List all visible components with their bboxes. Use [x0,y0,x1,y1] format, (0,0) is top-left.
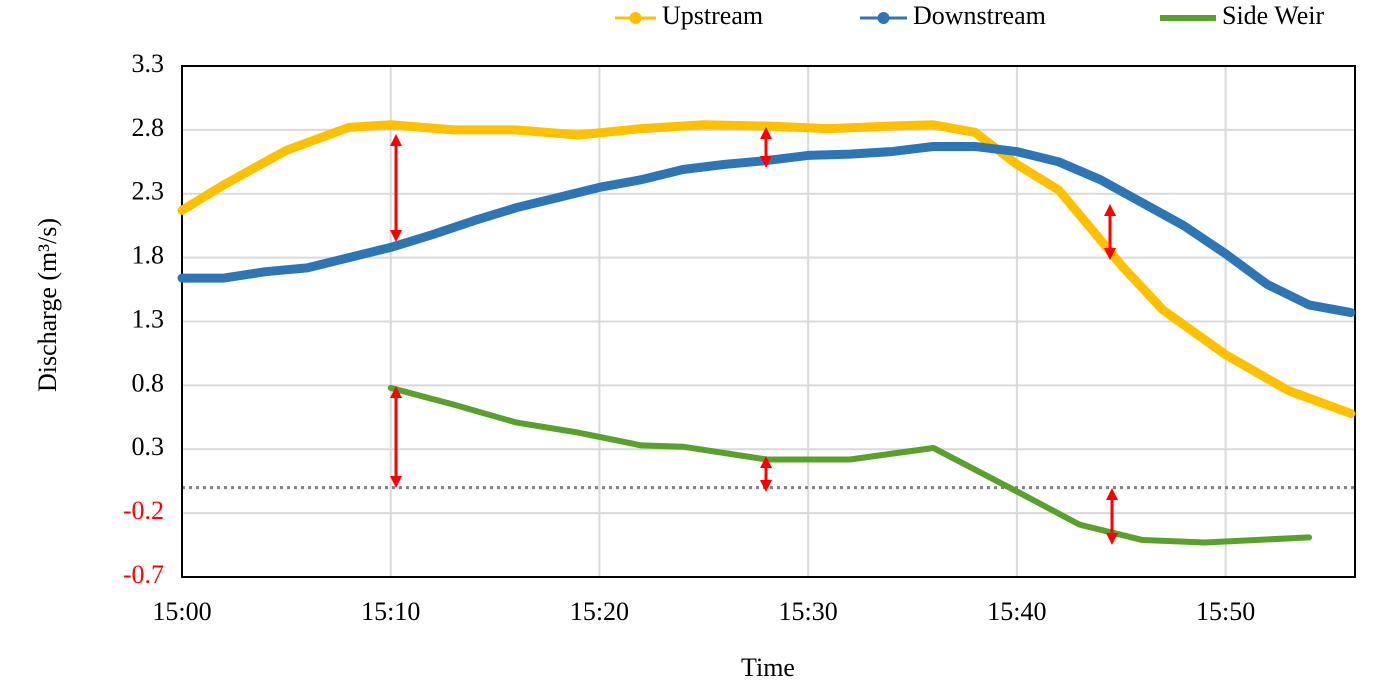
series-line [177,120,1356,418]
series-line [177,141,1356,318]
y-tick-label: -0.7 [123,560,164,589]
y-axis-label: Discharge (m³/s) [33,218,62,392]
y-tick-label: -0.2 [123,496,164,525]
x-tick-label: 15:40 [987,597,1046,626]
x-tick-label: 15:10 [361,597,420,626]
x-tick-label: 15:30 [779,597,838,626]
x-tick-label: 15:20 [570,597,629,626]
x-axis-label: Time [741,653,795,682]
y-tick-label: 2.3 [132,177,165,206]
x-tick-label: 15:00 [152,597,211,626]
legend-marker [629,12,642,24]
legend-label: Upstream [662,1,763,30]
x-tick-label: 15:50 [1196,597,1255,626]
y-tick-label: 2.8 [132,113,165,142]
plot-border [181,65,1356,578]
legend-label: Side Weir [1222,1,1324,30]
y-tick-label: 1.3 [132,304,165,333]
y-tick-label: 1.8 [132,241,165,270]
y-tick-label: 3.3 [132,49,165,78]
y-tick-label: 0.3 [132,432,165,461]
legend-label: Downstream [913,1,1046,30]
difference-arrows [390,127,1118,545]
legend-marker [877,12,890,24]
plot-area: -0.7 -0.2 0.3 0.8 1.3 1.8 2.3 2.8 3.3 15:00 15:10 1… [123,49,1356,626]
series-line [387,384,1313,546]
y-tick-label: 0.8 [132,368,165,397]
